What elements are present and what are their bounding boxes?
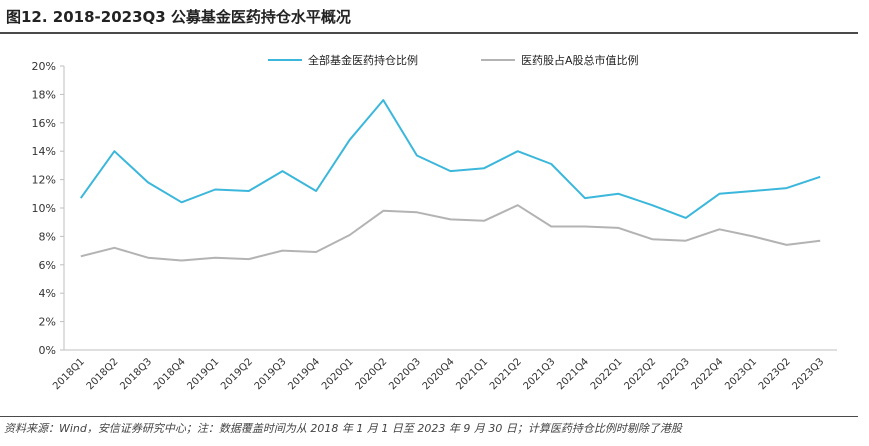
y-tick-label: 4%: [39, 287, 56, 300]
x-tick-label: 2023Q1: [723, 356, 759, 392]
y-tick-label: 0%: [39, 344, 56, 357]
y-tick-label: 8%: [39, 230, 56, 243]
x-tick-label: 2021Q2: [488, 356, 524, 392]
x-tick-label: 2018Q1: [51, 356, 87, 392]
line-chart: 0% 2% 4% 6% 8% 10% 12% 14% 16% 18% 20% 2018Q12018Q2…: [32, 53, 837, 392]
x-tick-label: 2022Q3: [656, 356, 692, 392]
y-tick-label: 12%: [32, 174, 56, 187]
chart-legend: 全部基金医药持仓比例 医药股占A股总市值比例: [268, 53, 639, 67]
title-rule: [0, 32, 858, 34]
x-tick-label: 2022Q1: [589, 356, 625, 392]
y-tick-label: 10%: [32, 202, 56, 215]
x-tick-label: 2022Q2: [622, 356, 658, 392]
series-line-1: [79, 99, 821, 219]
x-tick-label: 2018Q3: [118, 356, 154, 392]
legend-label-2: 医药股占A股总市值比例: [521, 53, 639, 67]
x-tick-label: 2021Q1: [454, 356, 490, 392]
y-tick-label: 16%: [32, 117, 56, 130]
x-tick-label: 2020Q3: [387, 356, 423, 392]
chart-axes: 0% 2% 4% 6% 8% 10% 12% 14% 16% 18% 20% 2018Q12018Q2…: [32, 60, 837, 392]
x-tick-label: 2018Q4: [152, 356, 188, 392]
figure-title: 图12. 2018-2023Q3 公募基金医药持仓水平概况: [6, 8, 351, 26]
x-tick-label: 2022Q4: [690, 356, 726, 392]
x-tick-label: 2019Q4: [286, 356, 322, 392]
x-tick-label: 2021Q3: [522, 356, 558, 392]
y-tick-label: 6%: [39, 259, 56, 272]
chart-series: [79, 99, 821, 262]
x-tick-label: 2020Q1: [320, 356, 356, 392]
x-tick-label: 2018Q2: [85, 356, 121, 392]
source-note: 资料来源：Wind，安信证券研究中心；注：数据覆盖时间为从 2018 年 1 月…: [4, 422, 682, 435]
x-tick-label: 2023Q2: [757, 356, 793, 392]
x-tick-label: 2019Q3: [253, 356, 289, 392]
x-tick-label: 2019Q2: [219, 356, 255, 392]
x-tick-label: 2019Q1: [186, 356, 222, 392]
y-tick-label: 20%: [32, 60, 56, 73]
legend-label-1: 全部基金医药持仓比例: [308, 53, 418, 67]
y-tick-label: 2%: [39, 316, 56, 329]
x-tick-label: 2020Q4: [421, 356, 457, 392]
source-rule: [0, 416, 858, 417]
x-tick-label: 2023Q3: [790, 356, 826, 392]
y-tick-label: 14%: [32, 145, 56, 158]
x-tick-label: 2020Q2: [354, 356, 390, 392]
x-tick-label: 2021Q4: [555, 356, 591, 392]
series-line-2: [80, 204, 821, 262]
y-tick-label: 18%: [32, 88, 56, 101]
